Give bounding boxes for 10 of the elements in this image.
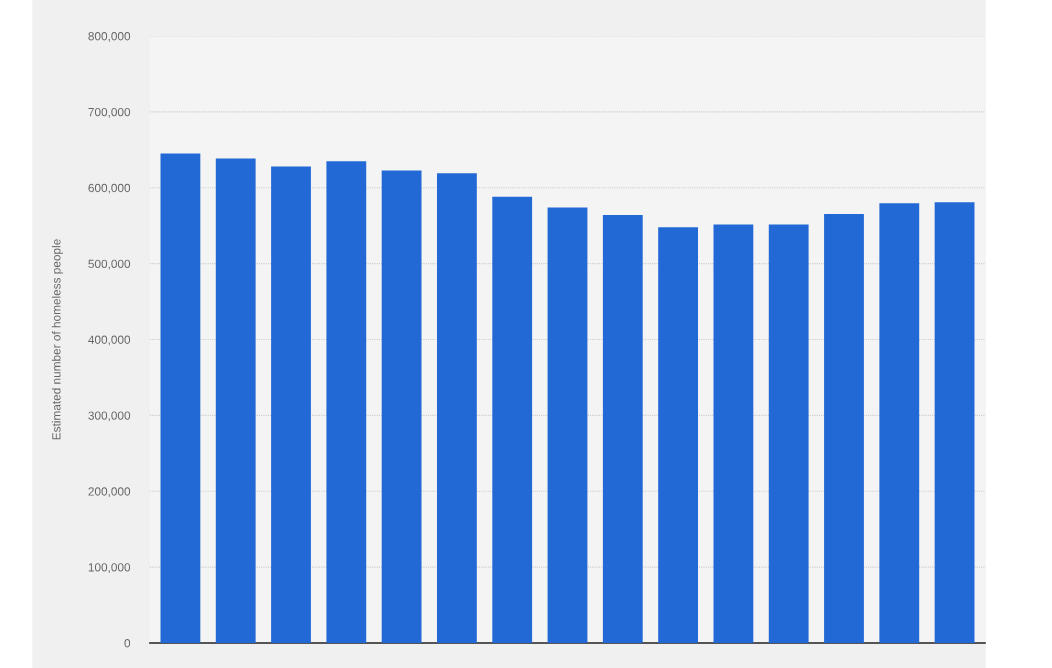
y-tick-label: 500,000 [88, 259, 131, 270]
y-tick-label: 700,000 [88, 107, 131, 118]
y-tick-label: 100,000 [88, 563, 131, 573]
y-tick-label: 600,000 [88, 183, 131, 194]
y-tick-label: 400,000 [88, 335, 131, 346]
y-axis-title: Estimated number of homeless people [51, 239, 63, 440]
y-tick-label: 800,000 [88, 32, 131, 42]
y-tick-label: 0 [124, 639, 131, 648]
y-tick-label: 300,000 [88, 411, 131, 422]
y-tick-label: 200,000 [88, 487, 131, 498]
